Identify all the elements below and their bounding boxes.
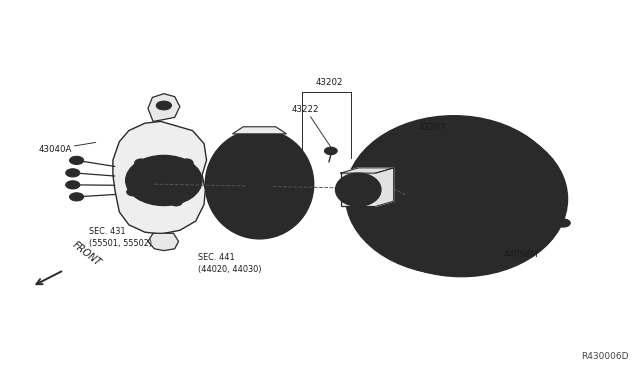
Ellipse shape	[335, 173, 381, 206]
FancyBboxPatch shape	[340, 173, 376, 206]
Ellipse shape	[422, 213, 438, 225]
Ellipse shape	[156, 101, 172, 110]
Ellipse shape	[359, 195, 368, 201]
Ellipse shape	[140, 164, 188, 197]
Text: 43040A: 43040A	[38, 142, 96, 154]
Polygon shape	[148, 233, 179, 251]
Ellipse shape	[455, 249, 464, 256]
Ellipse shape	[273, 145, 284, 157]
Text: R430006D: R430006D	[582, 352, 629, 361]
Ellipse shape	[527, 182, 536, 189]
Ellipse shape	[484, 180, 500, 192]
Ellipse shape	[355, 121, 568, 277]
Ellipse shape	[371, 198, 380, 205]
Ellipse shape	[180, 159, 193, 167]
Polygon shape	[376, 168, 394, 206]
Ellipse shape	[523, 212, 532, 218]
Ellipse shape	[556, 219, 570, 227]
Text: FRONT: FRONT	[70, 240, 102, 268]
Polygon shape	[232, 127, 287, 134]
Ellipse shape	[410, 142, 419, 149]
Ellipse shape	[225, 154, 236, 165]
Ellipse shape	[225, 203, 236, 214]
Ellipse shape	[508, 230, 516, 237]
Ellipse shape	[70, 193, 84, 201]
Ellipse shape	[484, 244, 493, 250]
Ellipse shape	[345, 180, 372, 200]
Ellipse shape	[468, 136, 477, 143]
Ellipse shape	[324, 147, 337, 155]
Ellipse shape	[235, 160, 284, 209]
Ellipse shape	[425, 247, 434, 253]
Ellipse shape	[445, 160, 462, 172]
Ellipse shape	[70, 156, 84, 164]
Ellipse shape	[134, 159, 147, 167]
Ellipse shape	[205, 129, 314, 239]
Ellipse shape	[246, 170, 273, 198]
Ellipse shape	[356, 177, 365, 184]
Ellipse shape	[380, 219, 389, 225]
Ellipse shape	[387, 157, 396, 163]
Polygon shape	[148, 94, 180, 121]
Ellipse shape	[127, 188, 140, 196]
Ellipse shape	[273, 212, 284, 223]
Ellipse shape	[345, 193, 354, 199]
Ellipse shape	[224, 149, 294, 220]
Ellipse shape	[170, 198, 182, 206]
Ellipse shape	[495, 145, 504, 152]
Ellipse shape	[421, 171, 486, 219]
Ellipse shape	[516, 161, 525, 168]
Ellipse shape	[66, 169, 80, 177]
Ellipse shape	[469, 213, 486, 225]
Ellipse shape	[66, 181, 80, 189]
Ellipse shape	[125, 155, 202, 206]
Ellipse shape	[438, 135, 447, 142]
Ellipse shape	[346, 116, 562, 275]
Ellipse shape	[399, 236, 408, 243]
Text: SEC. 441
(44020, 44030): SEC. 441 (44020, 44030)	[198, 253, 261, 274]
Ellipse shape	[366, 185, 375, 192]
Polygon shape	[340, 168, 394, 173]
Ellipse shape	[406, 160, 502, 230]
Text: SEC. 431
(55501, 55502): SEC. 431 (55501, 55502)	[90, 227, 152, 248]
Text: 44098M: 44098M	[504, 223, 566, 259]
Text: 43202: 43202	[316, 78, 343, 87]
Text: 43222: 43222	[292, 105, 333, 151]
Ellipse shape	[343, 182, 352, 189]
Polygon shape	[113, 121, 207, 234]
Text: 43207: 43207	[419, 124, 446, 186]
Ellipse shape	[408, 180, 424, 192]
Ellipse shape	[374, 176, 383, 183]
Ellipse shape	[436, 183, 471, 208]
